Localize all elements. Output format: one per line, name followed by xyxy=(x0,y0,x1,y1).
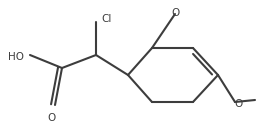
Text: HO: HO xyxy=(8,52,24,62)
Text: Cl: Cl xyxy=(101,14,111,24)
Text: O: O xyxy=(234,99,242,109)
Text: O: O xyxy=(48,113,56,123)
Text: O: O xyxy=(171,8,179,18)
